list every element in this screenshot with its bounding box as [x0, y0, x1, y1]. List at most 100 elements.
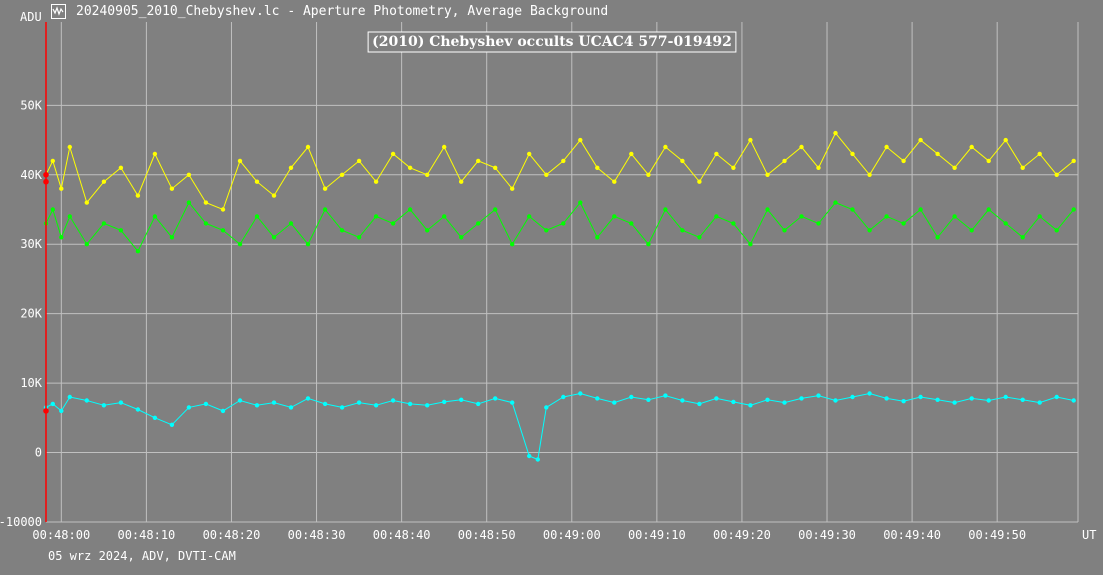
- series-1-point: [493, 207, 498, 212]
- series-0-point: [680, 158, 685, 164]
- series-1-point: [714, 214, 719, 219]
- series-2-point: [373, 403, 379, 408]
- series-2-point: [969, 396, 974, 401]
- series-1-point: [59, 235, 64, 240]
- series-0-point: [1003, 137, 1008, 143]
- series-0-point: [169, 186, 175, 191]
- y-tick-label: 20K: [20, 307, 42, 321]
- series-0-point: [322, 186, 328, 191]
- series-2-point: [1037, 400, 1042, 405]
- series-1-point: [969, 228, 974, 233]
- series-2-point: [799, 396, 804, 401]
- series-1-point: [1003, 221, 1008, 226]
- series-1-point: [731, 221, 736, 226]
- series-2-point: [782, 400, 787, 405]
- series-0-point: [476, 158, 481, 164]
- series-2-point: [561, 394, 566, 400]
- y-axis-label: ADU: [20, 10, 42, 24]
- series-2-point: [850, 394, 855, 400]
- series-1-point: [67, 214, 73, 219]
- series-1-point: [356, 235, 362, 240]
- series-1-point: [390, 221, 396, 226]
- series-0-point: [67, 144, 73, 150]
- y-tick-label: 50K: [20, 98, 42, 112]
- series-0-point: [867, 172, 872, 177]
- series-0-point: [442, 144, 447, 150]
- y-tick-label: -10000: [0, 515, 42, 529]
- series-1-point: [1020, 235, 1025, 240]
- x-tick-label: 00:48:50: [458, 528, 516, 542]
- series-0-point: [152, 151, 158, 157]
- series-2-point: [731, 399, 736, 405]
- x-tick-label: 00:49:10: [628, 528, 686, 542]
- series-2-point: [135, 407, 141, 412]
- cursor-marker: [43, 408, 49, 414]
- x-tick-label: 00:49:00: [543, 528, 601, 542]
- series-2-point: [918, 394, 923, 400]
- series-2-point: [816, 393, 821, 398]
- series-1-point: [442, 214, 447, 219]
- series-0-point: [918, 137, 923, 143]
- series-2-point: [84, 398, 90, 403]
- series-1-point: [1071, 207, 1076, 212]
- series-1-point: [612, 214, 617, 219]
- series-2-point: [271, 400, 277, 405]
- series-2-point: [935, 397, 940, 402]
- y-tick-label: 40K: [20, 168, 42, 182]
- series-0-point: [799, 144, 804, 150]
- light-curve-app-icon: [51, 4, 66, 19]
- series-1-point: [561, 221, 566, 226]
- series-1-point: [629, 221, 634, 226]
- series-1-point: [203, 221, 209, 226]
- series-2-point: [476, 401, 481, 407]
- series-1-point: [646, 242, 651, 247]
- series-1-point: [135, 249, 141, 254]
- x-axis-label: UT: [1082, 528, 1096, 542]
- series-0-point: [135, 193, 141, 198]
- series-2-point: [527, 453, 532, 459]
- series-0-point: [510, 186, 515, 191]
- series-1-point: [101, 221, 107, 226]
- series-0-point: [101, 179, 107, 184]
- x-tick-label: 00:49:30: [798, 528, 856, 542]
- observation-info: 05 wrz 2024, ADV, DVTI-CAM: [48, 549, 236, 563]
- series-2-line: [45, 392, 1074, 461]
- series-2-point: [50, 401, 55, 407]
- series-0-point: [561, 158, 566, 164]
- series-2-point: [152, 415, 158, 420]
- series-0-point: [731, 165, 736, 170]
- series-2-point: [748, 403, 753, 408]
- series-0-point: [663, 144, 668, 150]
- series-1-point: [425, 228, 430, 233]
- series-1-point: [680, 228, 685, 233]
- series-1-point: [459, 235, 464, 240]
- series-2-point: [510, 400, 515, 405]
- series-1-point: [84, 242, 90, 247]
- series-2-point: [322, 401, 328, 407]
- series-0-point: [850, 151, 855, 157]
- series-1-point: [748, 242, 753, 247]
- series-1-point: [935, 235, 940, 240]
- series-2-point: [407, 401, 413, 407]
- series-2-point: [612, 400, 617, 405]
- series-1-point: [373, 214, 379, 219]
- series-1-point: [527, 214, 532, 219]
- series-0-point: [390, 151, 396, 157]
- series-1-point: [152, 214, 158, 219]
- x-tick-label: 00:49:50: [968, 528, 1026, 542]
- series-0-point: [59, 186, 64, 191]
- series-1-point: [833, 200, 838, 205]
- series-1-point: [867, 228, 872, 233]
- series-1-point: [901, 221, 906, 226]
- window-title: 20240905_2010_Chebyshev.lc - Aperture Ph…: [76, 4, 609, 19]
- series-0-line: [45, 132, 1075, 211]
- series-1-point: [952, 214, 957, 219]
- series-0-point: [1020, 165, 1025, 170]
- series-0-point: [986, 158, 991, 164]
- series-0-point: [782, 158, 787, 164]
- series-1-point: [697, 235, 702, 240]
- x-tick-label: 00:49:20: [713, 528, 771, 542]
- series-1-point: [288, 221, 294, 226]
- series-0-point: [203, 200, 209, 205]
- series-2-point: [288, 405, 294, 410]
